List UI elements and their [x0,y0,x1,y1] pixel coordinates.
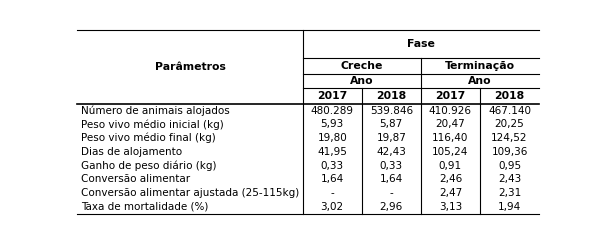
Text: 2017: 2017 [317,91,347,101]
Text: 480.289: 480.289 [311,106,354,116]
Text: 0,95: 0,95 [498,161,521,171]
Text: 539.846: 539.846 [370,106,413,116]
Text: 5,87: 5,87 [380,120,403,129]
Text: Terminação: Terminação [445,61,515,71]
Text: 20,47: 20,47 [436,120,465,129]
Text: 1,64: 1,64 [320,174,344,184]
Text: Ano: Ano [350,76,374,86]
Text: 5,93: 5,93 [320,120,344,129]
Text: 467.140: 467.140 [488,106,531,116]
Text: 2018: 2018 [494,91,524,101]
Text: 2,46: 2,46 [439,174,462,184]
Text: 19,87: 19,87 [376,133,406,143]
Text: Creche: Creche [341,61,383,71]
Text: 0,91: 0,91 [439,161,462,171]
Text: -: - [331,188,334,198]
Text: 109,36: 109,36 [491,147,528,157]
Text: 1,94: 1,94 [498,202,521,212]
Text: 124,52: 124,52 [491,133,528,143]
Text: 3,02: 3,02 [320,202,344,212]
Text: 42,43: 42,43 [376,147,406,157]
Text: 2018: 2018 [376,91,406,101]
Text: 105,24: 105,24 [432,147,469,157]
Text: Conversão alimentar: Conversão alimentar [81,174,190,184]
Text: Fase: Fase [407,39,435,49]
Text: 0,33: 0,33 [320,161,344,171]
Text: 2017: 2017 [435,91,466,101]
Text: Conversão alimentar ajustada (25-115kg): Conversão alimentar ajustada (25-115kg) [81,188,299,198]
Text: 2,47: 2,47 [439,188,462,198]
Text: Peso vivo médio final (kg): Peso vivo médio final (kg) [81,133,216,143]
Text: 2,31: 2,31 [498,188,521,198]
Text: 410.926: 410.926 [429,106,472,116]
Text: Dias de alojamento: Dias de alojamento [81,147,182,157]
Text: 2,43: 2,43 [498,174,521,184]
Text: 1,64: 1,64 [380,174,403,184]
Text: Número de animais alojados: Número de animais alojados [81,106,230,116]
Text: 0,33: 0,33 [380,161,403,171]
Text: 2,96: 2,96 [380,202,403,212]
Text: 3,13: 3,13 [439,202,462,212]
Text: 116,40: 116,40 [432,133,469,143]
Text: 41,95: 41,95 [317,147,347,157]
Text: Ganho de peso diário (kg): Ganho de peso diário (kg) [81,160,217,171]
Text: Ano: Ano [468,76,492,86]
Text: -: - [389,188,393,198]
Text: Peso vivo médio inicial (kg): Peso vivo médio inicial (kg) [81,119,224,130]
Text: 20,25: 20,25 [494,120,524,129]
Text: Taxa de mortalidade (%): Taxa de mortalidade (%) [81,202,208,212]
Text: 19,80: 19,80 [317,133,347,143]
Text: Parâmetros: Parâmetros [155,62,226,72]
